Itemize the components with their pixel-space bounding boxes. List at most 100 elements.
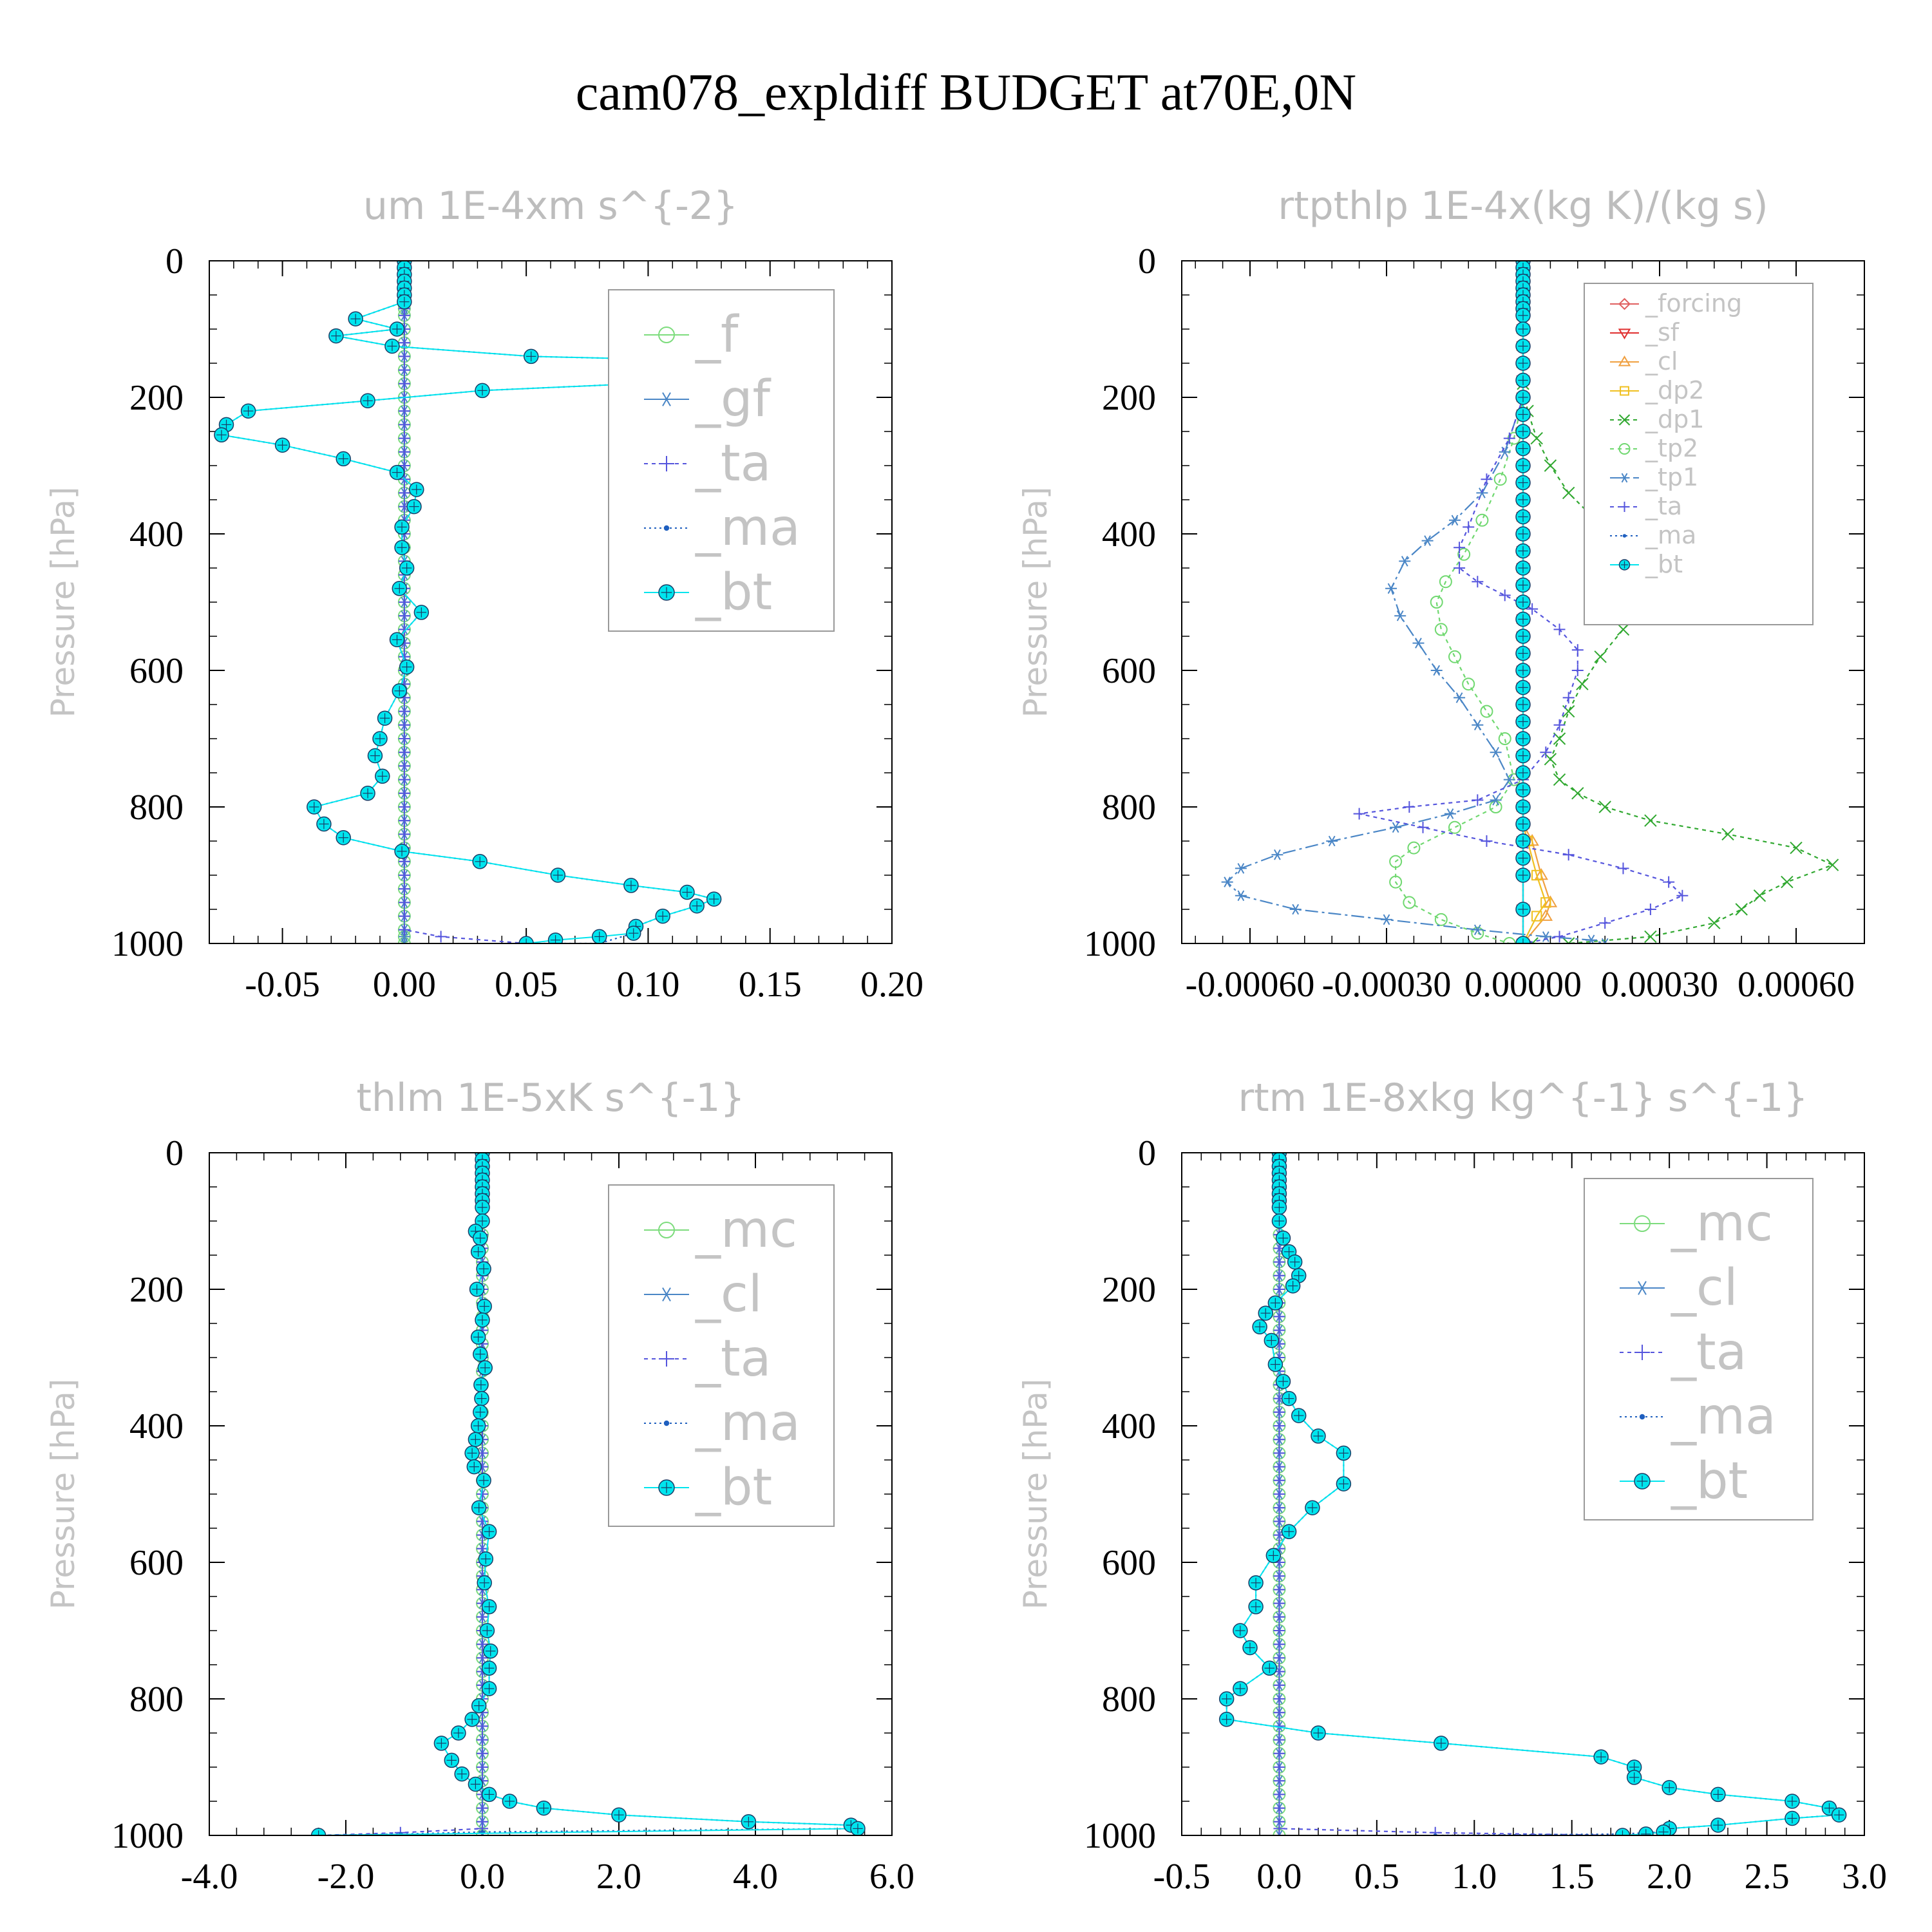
data-point-dp1 bbox=[1576, 677, 1589, 690]
figure-title: cam078_expldiff BUDGET at70E,0N bbox=[576, 64, 1356, 121]
panel-title: thlm 1E-5xK s^{-1} bbox=[356, 1075, 744, 1121]
legend-label: _mc bbox=[1671, 1195, 1773, 1253]
y-tick-label: 400 bbox=[129, 1406, 184, 1446]
data-point-dp1 bbox=[1594, 650, 1607, 663]
legend: _forcing_sf_cl_dp2_dp1_tp2_tp1_ta_ma_bt bbox=[1584, 283, 1814, 625]
legend-label: _cl bbox=[695, 1265, 762, 1323]
y-tick-label: 0 bbox=[1138, 1133, 1156, 1173]
x-tick-label: -0.00030 bbox=[1322, 965, 1452, 1005]
x-tick-label: 0.15 bbox=[739, 965, 802, 1005]
data-point-dp1 bbox=[1826, 858, 1839, 871]
data-point-tp1 bbox=[1473, 924, 1481, 936]
y-tick-label: 400 bbox=[1102, 1406, 1156, 1446]
x-tick-label: 0.10 bbox=[616, 965, 679, 1005]
data-point-dp1 bbox=[1544, 459, 1557, 472]
y-tick-label: 1000 bbox=[111, 1816, 184, 1856]
y-tick-label: 800 bbox=[129, 1680, 184, 1719]
data-point-tp2 bbox=[1434, 623, 1448, 636]
data-point-dp1 bbox=[1562, 486, 1575, 500]
data-point-tp1 bbox=[1455, 692, 1463, 703]
data-point-dp1 bbox=[1544, 753, 1557, 766]
x-tick-label: 0.0 bbox=[460, 1857, 505, 1897]
data-point-tp2 bbox=[1407, 841, 1421, 855]
data-point-gf bbox=[401, 938, 406, 943]
legend-box bbox=[608, 1184, 835, 1527]
x-tick-label: 0.00000 bbox=[1464, 965, 1582, 1005]
legend-label: _ta bbox=[695, 1330, 771, 1388]
x-tick-label: 1.5 bbox=[1549, 1857, 1595, 1897]
legend-label: _tp1 bbox=[1645, 463, 1698, 491]
data-point-tp2 bbox=[1389, 875, 1403, 889]
data-point-cl bbox=[1278, 1830, 1283, 1835]
y-axis-label: Pressure [hPa] bbox=[44, 1379, 82, 1610]
legend-box bbox=[1584, 283, 1814, 625]
data-point-dp2 bbox=[1531, 869, 1542, 881]
data-point-tp2 bbox=[1389, 855, 1403, 868]
legend-box bbox=[1584, 1178, 1814, 1520]
data-point-tp2 bbox=[1489, 800, 1502, 813]
legend-label: _ma bbox=[1645, 521, 1696, 549]
data-point-dp1 bbox=[1708, 916, 1721, 929]
data-point-tp1 bbox=[1492, 746, 1499, 758]
panel-title: rtm 1E-8xkg kg^{-1} s^{-1} bbox=[1238, 1075, 1808, 1121]
panel-title: rtpthlp 1E-4x(kg K)/(kg s) bbox=[1278, 184, 1768, 229]
panel-3: thlm 1E-5xK s^{-1} Pressure [hPa] 0 200 400 6… bbox=[44, 1075, 914, 1897]
legend: _mc _cl _ta _ma _bt bbox=[608, 1184, 835, 1527]
data-point-tp1 bbox=[1492, 795, 1499, 806]
data-point-tp1 bbox=[1473, 719, 1481, 731]
y-tick-label: 200 bbox=[129, 1270, 184, 1310]
x-tick-label: -2.0 bbox=[317, 1857, 375, 1897]
data-point-tp2 bbox=[1457, 547, 1471, 561]
data-point-tp1 bbox=[1542, 931, 1549, 942]
data-point-tp2 bbox=[1434, 913, 1448, 926]
x-tick-label: -4.0 bbox=[181, 1857, 238, 1897]
y-tick-label: 1000 bbox=[1084, 924, 1156, 964]
data-point-tp1 bbox=[1237, 890, 1245, 902]
y-axis-label: Pressure [hPa] bbox=[1017, 487, 1054, 718]
data-point-dp1 bbox=[1790, 841, 1803, 855]
data-point-tp2 bbox=[1493, 473, 1507, 486]
legend-label: _ma bbox=[695, 1394, 800, 1452]
series-line-ta bbox=[1359, 397, 1684, 943]
data-point-tp1 bbox=[1601, 938, 1606, 943]
legend-marker-cl bbox=[1638, 1281, 1647, 1295]
data-point-tp1 bbox=[1433, 665, 1441, 676]
x-tick-label: 2.5 bbox=[1745, 1857, 1790, 1897]
legend-marker-mc bbox=[1634, 1215, 1651, 1232]
data-point-tp1 bbox=[1604, 938, 1609, 943]
legend-label: _ma bbox=[1671, 1388, 1776, 1446]
legend-label: _bt bbox=[1671, 1452, 1748, 1510]
data-point-tp1 bbox=[1424, 535, 1431, 546]
legend-label: _f bbox=[695, 306, 739, 364]
legend-marker-sf bbox=[1618, 328, 1631, 339]
legend-label: _mc bbox=[695, 1201, 797, 1259]
y-tick-label: 0 bbox=[166, 1133, 184, 1173]
data-point-tp2 bbox=[1475, 513, 1489, 527]
data-point-tp2 bbox=[1502, 937, 1516, 943]
data-point-tp2 bbox=[1448, 650, 1461, 663]
data-point-dp1 bbox=[1735, 903, 1748, 916]
series-layer bbox=[1221, 261, 1839, 943]
data-point-tp1 bbox=[1446, 808, 1454, 819]
data-point-cl bbox=[1276, 1830, 1280, 1835]
data-point-dp1 bbox=[1530, 431, 1543, 445]
data-point-tp2 bbox=[1498, 732, 1511, 745]
x-tick-label: 0.20 bbox=[860, 965, 923, 1005]
data-point-dp1 bbox=[1567, 937, 1575, 943]
y-tick-label: 600 bbox=[129, 651, 184, 691]
data-point-tp1 bbox=[1415, 638, 1422, 649]
x-tick-label: -0.5 bbox=[1153, 1857, 1211, 1897]
legend-label: _bt bbox=[695, 1459, 772, 1517]
y-tick-label: 200 bbox=[1102, 378, 1156, 418]
data-point-tp2 bbox=[1462, 677, 1475, 691]
legend-label: _bt bbox=[1645, 550, 1683, 578]
data-point-gf bbox=[403, 938, 408, 943]
data-point-tp2 bbox=[1439, 575, 1452, 589]
legend-label: _sf bbox=[1645, 318, 1680, 346]
y-tick-label: 1000 bbox=[1084, 1816, 1156, 1856]
x-tick-label: 0.05 bbox=[495, 965, 558, 1005]
data-point-dp1 bbox=[1616, 623, 1630, 636]
panel-2: rtpthlp 1E-4x(kg K)/(kg s) Pressure [hPa]… bbox=[1017, 184, 1865, 1005]
y-tick-label: 800 bbox=[129, 788, 184, 828]
legend-label: _ta bbox=[1671, 1323, 1747, 1381]
